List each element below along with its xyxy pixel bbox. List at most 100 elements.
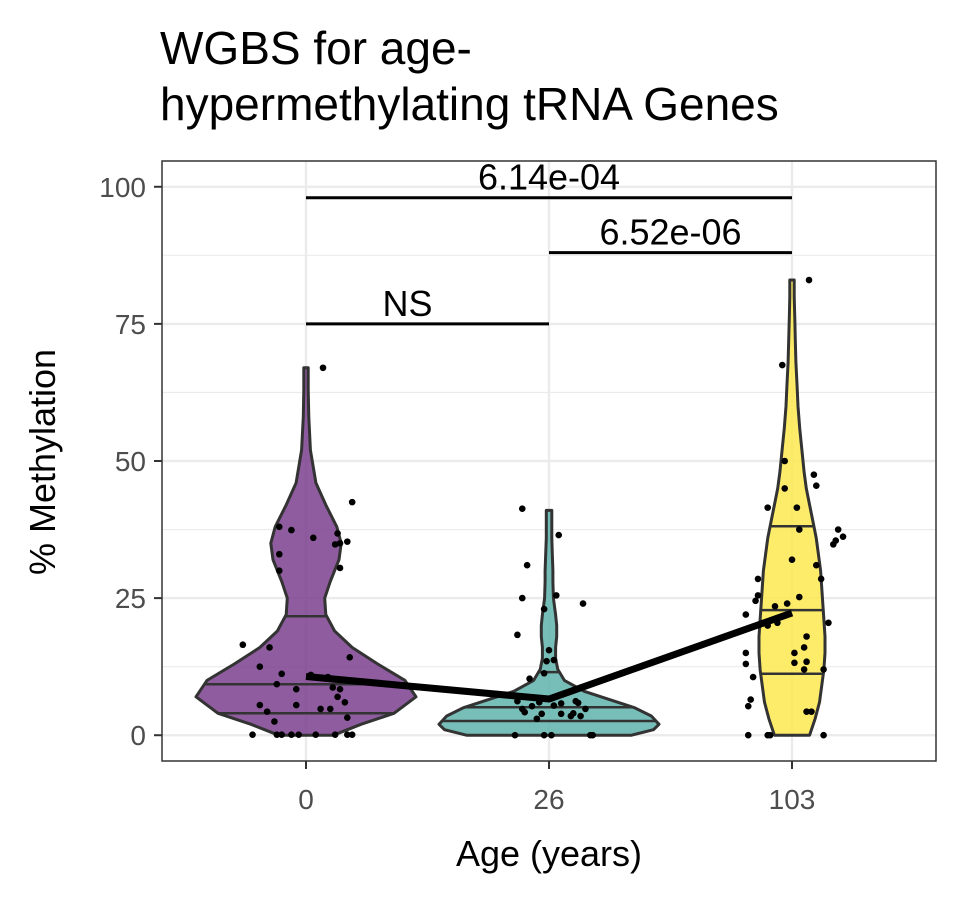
data-point [839, 533, 847, 540]
data-point [263, 708, 271, 715]
data-point [810, 471, 818, 479]
data-point [795, 593, 803, 601]
data-point [749, 673, 757, 681]
data-point [545, 646, 553, 654]
y-tick-label: 100 [99, 172, 146, 203]
data-point [742, 611, 750, 618]
comparison-label: 6.52e-06 [599, 212, 741, 253]
data-point [523, 561, 531, 569]
data-point [292, 701, 300, 709]
data-point [278, 731, 286, 738]
data-point [329, 684, 337, 691]
violin-0 [194, 366, 418, 737]
data-point [813, 482, 820, 489]
data-point [275, 523, 283, 531]
data-point [288, 526, 295, 534]
data-point [820, 731, 827, 739]
data-point [572, 697, 580, 705]
data-point [764, 731, 771, 739]
data-point [275, 567, 283, 574]
data-point [327, 705, 334, 713]
data-point [805, 276, 813, 284]
chart-title: WGBS for age- hypermethylating tRNA Gene… [160, 22, 779, 130]
data-point [754, 575, 762, 583]
comparison-brackets: 6.14e-04 6.52e-06 NS [306, 157, 792, 326]
data-point [312, 731, 320, 738]
data-point [309, 534, 317, 542]
data-point [317, 705, 324, 713]
data-point [817, 575, 825, 583]
chart-title-line2: hypermethylating tRNA Genes [160, 78, 779, 130]
data-point [334, 693, 341, 701]
data-point [744, 702, 752, 710]
data-point [256, 663, 264, 670]
x-tick-label: 0 [298, 784, 314, 815]
data-point [781, 457, 789, 465]
data-point [249, 731, 256, 738]
data-point [834, 526, 842, 533]
data-point [764, 504, 771, 511]
data-point [526, 675, 533, 683]
data-point [550, 656, 558, 664]
y-axis: 0 25 50 75 100 [99, 172, 162, 751]
data-point [795, 526, 803, 533]
data-point [518, 505, 526, 513]
comparison-label: NS [382, 283, 432, 324]
data-point [344, 538, 351, 545]
data-point [271, 718, 278, 725]
data-point [793, 504, 801, 511]
data-point [771, 603, 779, 610]
data-point [344, 714, 351, 721]
data-point [744, 731, 752, 739]
data-point [742, 649, 750, 657]
data-point [273, 731, 281, 738]
data-point [589, 731, 597, 739]
data-point [557, 710, 565, 718]
data-point [348, 498, 356, 506]
data-point [331, 731, 339, 738]
y-tick-label: 0 [130, 720, 146, 751]
data-point [528, 702, 536, 710]
data-point [783, 600, 791, 607]
data-point [273, 680, 281, 688]
data-point [266, 644, 273, 651]
data-point [550, 702, 558, 709]
data-point [570, 709, 577, 717]
data-point [295, 731, 303, 738]
data-point [579, 600, 587, 607]
data-point [288, 731, 295, 738]
data-point [334, 530, 341, 537]
comparison-label: 6.14e-04 [478, 157, 620, 198]
data-point [791, 649, 798, 657]
data-point [800, 644, 808, 651]
data-point [336, 685, 344, 693]
data-point [275, 550, 283, 558]
data-point [533, 715, 541, 723]
data-point [256, 701, 264, 709]
data-point [825, 619, 832, 627]
data-point [292, 685, 300, 693]
data-point [336, 564, 344, 572]
data-point [538, 710, 546, 718]
data-point [319, 364, 327, 372]
data-point [803, 708, 810, 715]
data-point [781, 485, 789, 492]
y-axis-title: % Methylation [22, 349, 63, 575]
y-tick-label: 25 [115, 583, 146, 614]
chart-title-line1: WGBS for age- [160, 22, 472, 74]
x-tick-label: 103 [769, 784, 816, 815]
data-point [808, 708, 815, 715]
data-point [344, 731, 351, 738]
data-point [752, 597, 759, 605]
data-point [742, 660, 750, 668]
data-point [540, 669, 548, 677]
data-point [540, 731, 548, 739]
data-point [582, 705, 589, 713]
data-point [278, 670, 286, 678]
data-point [791, 659, 798, 667]
mean-line [305, 609, 794, 703]
data-point [511, 731, 519, 739]
data-point [747, 696, 754, 703]
data-point [555, 531, 563, 539]
data-point [803, 658, 810, 666]
